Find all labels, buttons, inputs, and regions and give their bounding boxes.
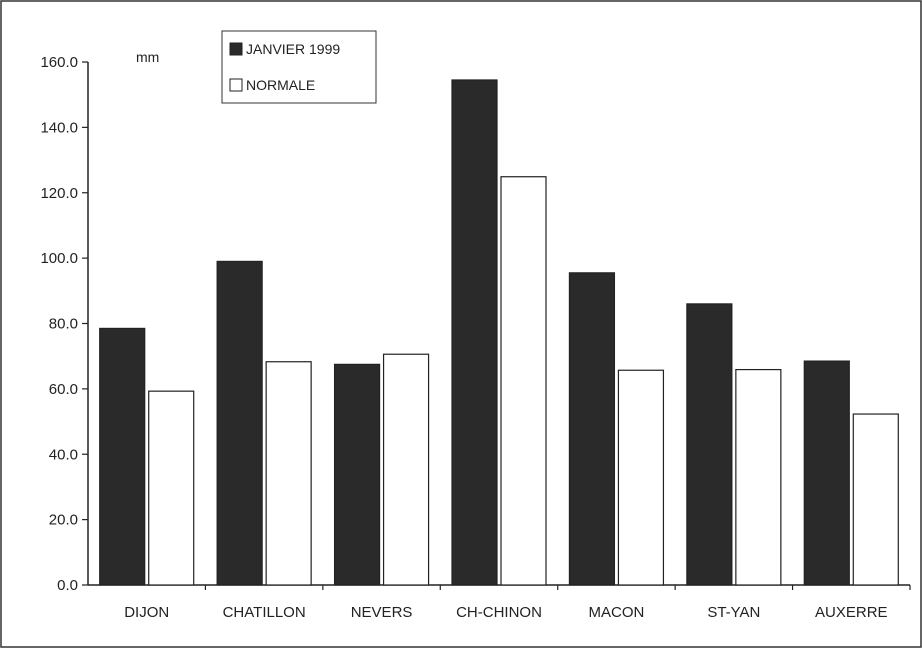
y-tick-label: 20.0 bbox=[49, 512, 78, 529]
y-tick-label: 120.0 bbox=[40, 185, 78, 202]
y-axis: 0.0 20.0 40.0 60.0 80.0 100.0 120.0 140.0 160.0 bbox=[40, 54, 89, 594]
legend-swatch-normale bbox=[229, 78, 243, 92]
legend-label-janvier-1999: JANVIER 1999 bbox=[246, 41, 340, 57]
bar-janvier-1999 bbox=[803, 360, 850, 586]
y-tick-label: 160.0 bbox=[40, 54, 78, 71]
y-tick-label: 0.0 bbox=[57, 577, 78, 594]
x-tick-label: CHATILLON bbox=[223, 604, 306, 621]
bar-janvier-1999 bbox=[99, 327, 146, 586]
bars bbox=[99, 79, 899, 586]
legend-swatch-janvier-1999 bbox=[229, 42, 243, 56]
bar-normale bbox=[735, 368, 782, 586]
x-tick-label: AUXERRE bbox=[815, 604, 888, 621]
y-tick-label: 100.0 bbox=[40, 250, 78, 267]
x-tick-label: NEVERS bbox=[351, 604, 413, 621]
y-tick-label: 40.0 bbox=[49, 446, 78, 463]
legend-box bbox=[221, 30, 377, 104]
bar-normale bbox=[852, 413, 899, 586]
bar-normale bbox=[265, 361, 312, 586]
x-tick-label: DIJON bbox=[124, 604, 169, 621]
bar-janvier-1999 bbox=[216, 260, 263, 586]
x-tick-label: MACON bbox=[589, 604, 645, 621]
y-unit-label: mm bbox=[136, 49, 159, 65]
bar-normale bbox=[382, 353, 430, 586]
bar-normale bbox=[500, 176, 547, 586]
legend: JANVIER 1999 NORMALE bbox=[221, 30, 377, 104]
bar-normale bbox=[148, 390, 195, 586]
y-tick-label: 80.0 bbox=[49, 316, 78, 333]
bar-normale bbox=[617, 369, 665, 586]
x-tick-label: ST-YAN bbox=[707, 604, 760, 621]
legend-label-normale: NORMALE bbox=[246, 77, 315, 93]
y-tick-label: 60.0 bbox=[49, 381, 78, 398]
bar-janvier-1999 bbox=[686, 303, 733, 586]
bar-janvier-1999 bbox=[568, 272, 616, 586]
bar-janvier-1999 bbox=[333, 363, 381, 586]
y-tick-label: 140.0 bbox=[40, 119, 78, 136]
bar-janvier-1999 bbox=[451, 79, 498, 586]
x-tick-label: CH-CHINON bbox=[456, 604, 542, 621]
